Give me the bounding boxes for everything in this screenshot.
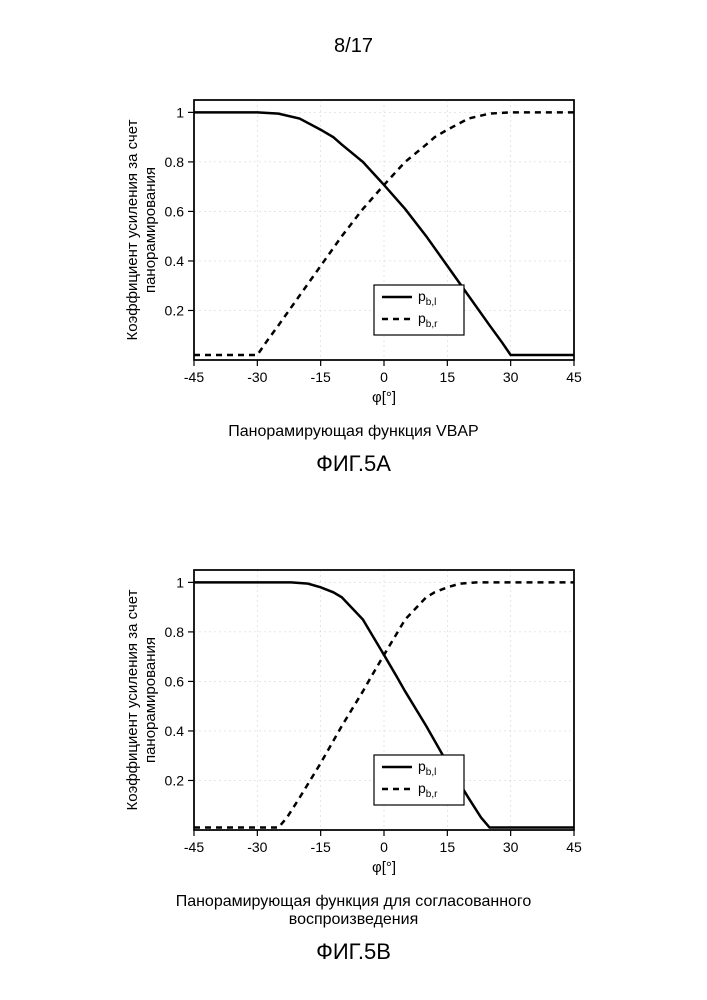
- chart-a-caption: Панорамирующая функция VBAP: [119, 423, 589, 441]
- svg-text:0.8: 0.8: [164, 154, 184, 170]
- svg-text:-30: -30: [247, 839, 267, 855]
- svg-text:φ[°]: φ[°]: [371, 389, 395, 406]
- chart-b-caption: Панорамирующая функция для согласованног…: [119, 893, 589, 929]
- svg-text:0.8: 0.8: [164, 624, 184, 640]
- svg-text:-15: -15: [310, 369, 330, 385]
- svg-text:панорамирования: панорамирования: [142, 637, 159, 763]
- svg-text:0: 0: [380, 369, 388, 385]
- svg-text:панорамирования: панорамирования: [142, 167, 159, 293]
- svg-text:0.6: 0.6: [164, 203, 184, 219]
- chart-a-container: -45 -30 -15 0 15 30 45 0.2 0.4 0.6 0.8 1 φ[°] Коэффиц…: [119, 90, 589, 477]
- svg-text:15: 15: [439, 369, 455, 385]
- svg-text:0.6: 0.6: [164, 673, 184, 689]
- chart-b-fig-label: ФИГ.5B: [119, 939, 589, 965]
- svg-text:30: 30: [502, 369, 518, 385]
- chart-a-fig-label: ФИГ.5A: [119, 451, 589, 477]
- svg-text:0: 0: [380, 839, 388, 855]
- page-number: 8/17: [334, 35, 373, 58]
- chart-a-svg: -45 -30 -15 0 15 30 45 0.2 0.4 0.6 0.8 1 φ[°] Коэффиц…: [119, 90, 589, 410]
- svg-text:30: 30: [502, 839, 518, 855]
- svg-text:1: 1: [176, 104, 184, 120]
- svg-text:45: 45: [566, 369, 582, 385]
- svg-text:0.4: 0.4: [164, 253, 184, 269]
- chart-b-svg: -45 -30 -15 0 15 30 45 0.2 0.4 0.6 0.8 1 φ[°] Коэффиц…: [119, 560, 589, 880]
- svg-text:-45: -45: [183, 839, 203, 855]
- svg-text:-30: -30: [247, 369, 267, 385]
- svg-text:0.4: 0.4: [164, 723, 184, 739]
- svg-text:0.2: 0.2: [164, 302, 184, 318]
- svg-text:Коэффициент усиления за счет: Коэффициент усиления за счет: [124, 119, 141, 340]
- svg-text:-45: -45: [183, 369, 203, 385]
- svg-text:-15: -15: [310, 839, 330, 855]
- svg-text:15: 15: [439, 839, 455, 855]
- svg-text:1: 1: [176, 574, 184, 590]
- svg-text:Коэффициент усиления за счет: Коэффициент усиления за счет: [124, 589, 141, 810]
- svg-text:45: 45: [566, 839, 582, 855]
- svg-text:0.2: 0.2: [164, 772, 184, 788]
- svg-text:φ[°]: φ[°]: [371, 859, 395, 876]
- chart-b-container: -45 -30 -15 0 15 30 45 0.2 0.4 0.6 0.8 1 φ[°] Коэффиц…: [119, 560, 589, 965]
